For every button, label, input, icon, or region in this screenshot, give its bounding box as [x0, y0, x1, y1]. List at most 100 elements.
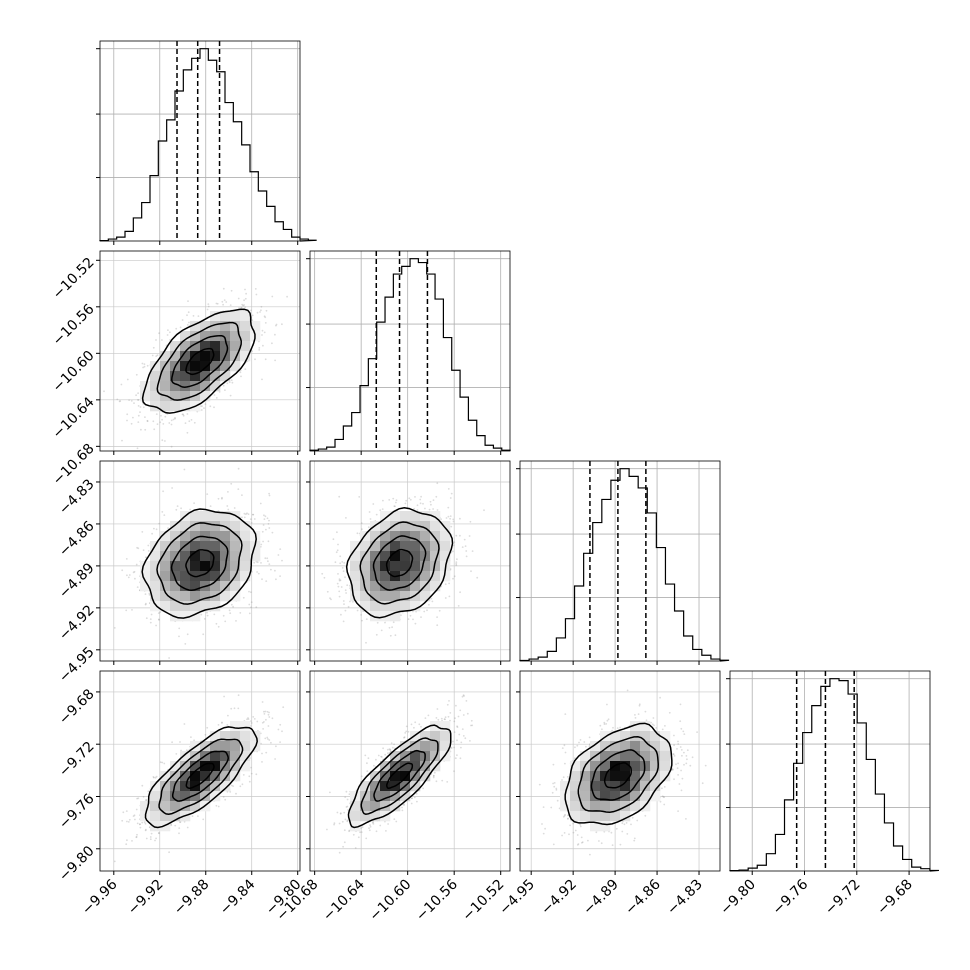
density-bin: [410, 521, 421, 532]
density-bin: [230, 351, 241, 362]
density-bin: [570, 781, 581, 792]
density-bin: [360, 601, 371, 612]
density-bin: [210, 521, 221, 532]
density-bin: [650, 741, 661, 752]
density-bin: [430, 741, 441, 752]
density-bin: [180, 761, 191, 772]
density-bin: [390, 541, 401, 552]
density-bin: [440, 551, 451, 562]
density-bin: [210, 791, 221, 802]
density-bin: [560, 801, 571, 812]
density-bin: [440, 531, 451, 542]
density-bin: [210, 581, 221, 592]
density-bin: [190, 581, 201, 592]
contour-line: [345, 507, 454, 619]
density-bin: [170, 771, 181, 782]
density-bin: [210, 731, 221, 742]
contour-line: [144, 726, 258, 829]
density-bin: [640, 791, 651, 802]
density-bin: [180, 381, 191, 392]
density-panel-2-1: [309, 460, 511, 662]
density-bin: [240, 551, 251, 562]
density-bin: [200, 561, 211, 572]
density-bin: [170, 381, 181, 392]
density-bin: [600, 741, 611, 752]
density-bin: [160, 571, 171, 582]
density-bin: [230, 721, 241, 732]
contour-line: [171, 750, 229, 802]
density-bin: [200, 331, 211, 342]
density-bin: [170, 341, 181, 352]
density-bin: [220, 591, 231, 602]
density-bin: [380, 801, 391, 812]
density-bin: [390, 771, 401, 782]
density-bin: [200, 361, 211, 372]
density-bin: [210, 511, 221, 522]
density-bin: [630, 791, 641, 802]
contour-line: [373, 749, 426, 802]
density-bin: [240, 751, 251, 762]
contour-line: [185, 762, 215, 790]
density-bin: [660, 751, 671, 762]
density-bin: [400, 511, 411, 522]
density-bin: [230, 741, 241, 752]
density-bin: [240, 731, 251, 742]
density-bin: [140, 391, 151, 402]
density-bin: [210, 381, 221, 392]
density-bin: [160, 381, 171, 392]
x-tick-label: −10.52: [460, 877, 508, 925]
density-bin: [430, 581, 441, 592]
density-bin: [610, 811, 621, 822]
contour-line: [386, 762, 414, 790]
density-bin: [430, 731, 441, 742]
density-bin: [410, 761, 421, 772]
density-bin: [600, 761, 611, 772]
contour-line: [185, 549, 215, 578]
y-tick-label: −10.60: [50, 348, 98, 396]
density-bin: [170, 561, 181, 572]
density-bin: [390, 561, 401, 572]
density-bin: [230, 331, 241, 342]
density-bin: [190, 351, 201, 362]
density-bin: [200, 381, 211, 392]
density-bin: [390, 581, 401, 592]
density-bin: [180, 591, 191, 602]
histogram-line: [519, 468, 730, 662]
panel-frame: [309, 670, 511, 872]
x-tick-label: −4.92: [538, 877, 580, 919]
density-bins: [350, 511, 451, 622]
density-bin: [390, 761, 401, 772]
panel-frame: [99, 460, 301, 662]
density-bin: [200, 591, 211, 602]
density-bin: [170, 601, 181, 612]
density-bin: [220, 781, 231, 792]
density-bin: [200, 391, 211, 402]
contour-line: [359, 521, 440, 605]
density-bin: [390, 551, 401, 562]
density-bin: [650, 761, 661, 772]
density-bin: [390, 601, 401, 612]
density-bin: [190, 601, 201, 612]
density-bin: [180, 521, 191, 532]
density-bin: [230, 321, 241, 332]
y-tick-label: −4.89: [56, 560, 98, 602]
density-bin: [360, 571, 371, 582]
density-bin: [440, 731, 451, 742]
density-bin: [180, 781, 191, 792]
density-bin: [180, 361, 191, 372]
contour-line: [590, 749, 646, 801]
contour-line: [170, 535, 229, 592]
contour-line: [170, 334, 229, 388]
density-bin: [150, 801, 161, 812]
density-bin: [380, 601, 391, 612]
density-bin: [240, 571, 251, 582]
density-bin: [190, 541, 201, 552]
density-bin: [180, 351, 191, 362]
density-bin: [350, 821, 361, 832]
density-bin: [360, 551, 371, 562]
x-tick-label: −9.80: [717, 877, 759, 919]
panel-frame: [99, 670, 301, 872]
density-bin: [420, 571, 431, 582]
density-bin: [210, 571, 221, 582]
density-bin: [180, 771, 191, 782]
